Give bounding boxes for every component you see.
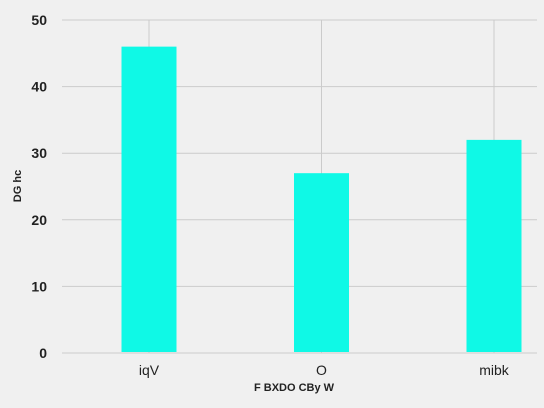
y-tick-label: 10	[31, 278, 47, 294]
bar	[466, 139, 522, 352]
y-tick-label: 30	[31, 145, 47, 161]
y-tick-label: 0	[39, 345, 47, 361]
y-axis-ticks: 0 10 20 30 40 50	[31, 12, 47, 361]
y-tick-label: 50	[31, 12, 47, 28]
bar	[121, 46, 177, 352]
bar	[294, 173, 349, 352]
y-tick-label: 40	[31, 79, 47, 95]
x-tick-label: O	[316, 362, 327, 378]
x-tick-label: mibk	[479, 362, 510, 378]
y-tick-label: 20	[31, 212, 47, 228]
y-axis-title: DG hc	[12, 170, 24, 202]
x-axis-title: F BXDO CBy W	[254, 382, 335, 394]
x-tick-label: iqV	[139, 362, 160, 378]
bars	[121, 46, 522, 352]
